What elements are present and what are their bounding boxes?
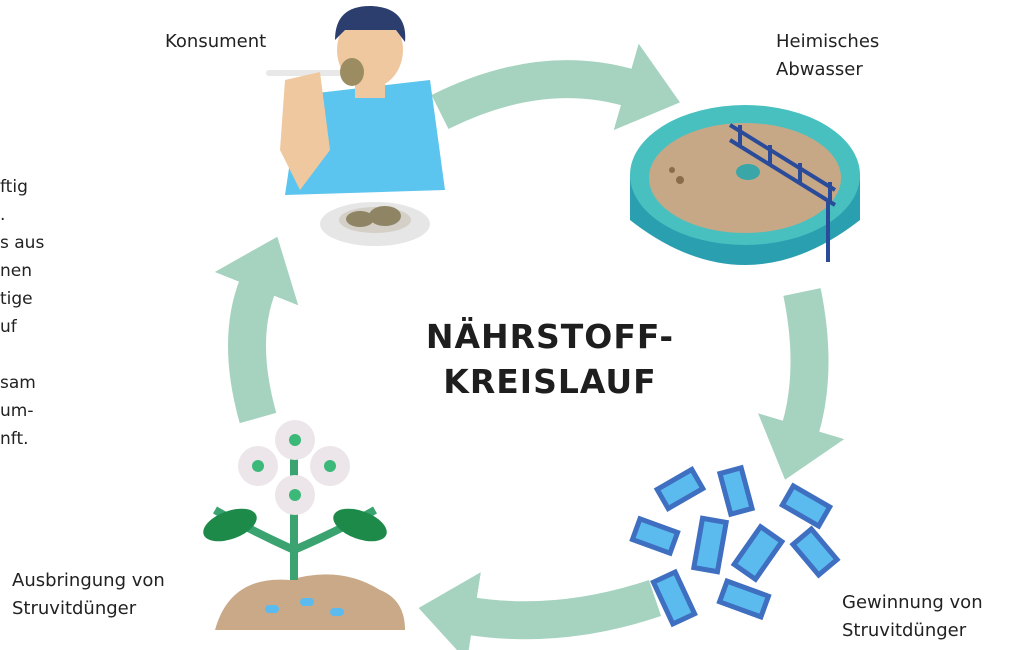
cycle-arrow bbox=[800, 292, 810, 430]
cycle-title: NÄHRSTOFF- bbox=[426, 316, 674, 356]
node-label: Struvitdünger bbox=[842, 620, 967, 641]
side-text: ftig. s aus nen tige uf sam um-nft. bbox=[0, 177, 44, 449]
cycle-title: KREISLAUF bbox=[443, 362, 656, 401]
node-label: Abwasser bbox=[776, 59, 863, 80]
consumer-illustration bbox=[266, 6, 445, 246]
struvite-illustration bbox=[632, 468, 837, 624]
side-text-line: sam bbox=[0, 373, 36, 393]
cycle-arrow bbox=[247, 285, 258, 418]
node-label: Ausbringung von bbox=[12, 570, 165, 591]
cycle-arrow bbox=[440, 79, 630, 112]
node-label: Konsument bbox=[165, 31, 266, 52]
node-label: Struvitdünger bbox=[12, 598, 137, 619]
side-text-line: . bbox=[0, 205, 5, 225]
side-text-line: uf bbox=[0, 317, 18, 337]
side-text-line: nft. bbox=[0, 429, 29, 449]
side-text-line: tige bbox=[0, 289, 33, 309]
side-text-line: ftig bbox=[0, 177, 28, 197]
wastewater-illustration bbox=[630, 105, 860, 265]
side-text-line: s aus bbox=[0, 233, 44, 253]
cycle-arrow bbox=[470, 598, 655, 620]
plant-illustration bbox=[199, 420, 405, 630]
diagram: NÄHRSTOFF- KREISLAUF Konsument Heimische… bbox=[0, 0, 1028, 650]
node-label: Gewinnung von bbox=[842, 592, 983, 613]
node-label: Heimisches bbox=[776, 31, 879, 52]
side-text-line: nen bbox=[0, 261, 32, 281]
side-text-line: um- bbox=[0, 401, 33, 421]
